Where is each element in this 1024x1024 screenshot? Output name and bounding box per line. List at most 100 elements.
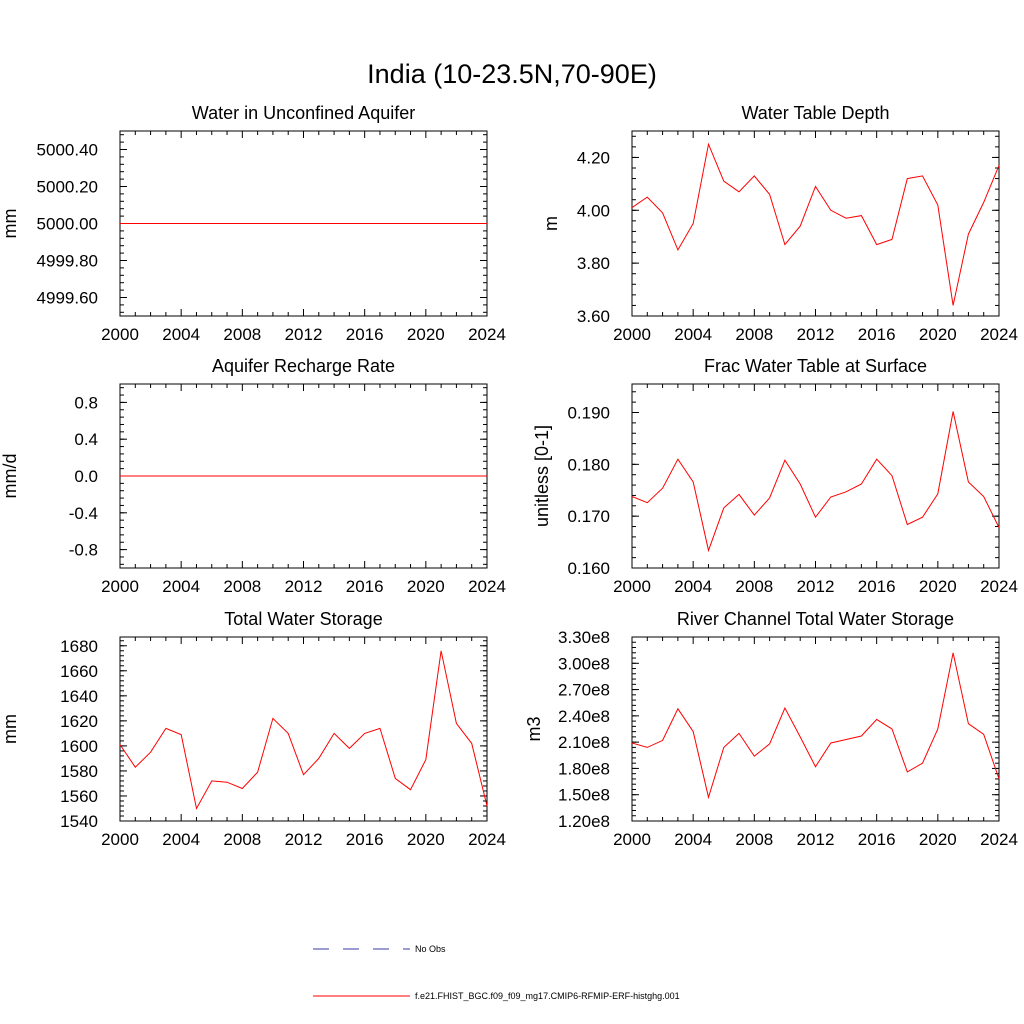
x-tick-label: 2008 bbox=[223, 325, 261, 344]
x-tick-label: 2016 bbox=[346, 830, 384, 849]
series-line-model bbox=[119, 650, 488, 810]
x-tick-label: 2008 bbox=[735, 325, 773, 344]
y-tick-label: 3.30e8 bbox=[558, 628, 610, 647]
y-tick-label: 2.70e8 bbox=[558, 681, 610, 700]
y-tick-label: 1560 bbox=[60, 787, 98, 806]
panels-group: Water in Unconfined Aquifer mm 2000 2004 200… bbox=[0, 103, 1018, 849]
panel-title: River Channel Total Water Storage bbox=[677, 609, 954, 629]
x-tick-label: 2000 bbox=[101, 577, 139, 596]
plot-frame bbox=[119, 636, 488, 822]
x-tick-label: 2024 bbox=[980, 325, 1018, 344]
y-tick-label: 0.0 bbox=[74, 467, 98, 486]
y-tick-label: 0.4 bbox=[74, 430, 98, 449]
y-tick-label: 5000.00 bbox=[37, 215, 98, 234]
x-tick-label: 2000 bbox=[613, 577, 651, 596]
y-axis-label: mm bbox=[0, 714, 20, 744]
x-tick-label: 2012 bbox=[285, 325, 323, 344]
x-tick-label: 2008 bbox=[223, 830, 261, 849]
panel-1: Water in Unconfined Aquifer mm 2000 2004 200… bbox=[0, 103, 506, 344]
panel-title: Water in Unconfined Aquifer bbox=[192, 103, 415, 123]
y-tick-label: 0.180 bbox=[567, 455, 610, 474]
x-tick-label: 2020 bbox=[919, 325, 957, 344]
y-tick-label: 3.60 bbox=[577, 307, 610, 326]
y-axis-label: mm/d bbox=[0, 454, 20, 499]
panel-5: Total Water Storage mm 2000 2004 2008 2012 201… bbox=[0, 609, 506, 849]
x-tick-label: 2012 bbox=[797, 830, 835, 849]
figure-title: India (10-23.5N,70-90E) bbox=[367, 59, 657, 89]
x-tick-label: 2024 bbox=[468, 325, 506, 344]
y-tick-label: 1.20e8 bbox=[558, 812, 610, 831]
y-axis-label: m3 bbox=[524, 716, 544, 741]
panel-4: Frac Water Table at Surface unitless [0-1… bbox=[532, 356, 1018, 596]
x-tick-label: 2000 bbox=[613, 830, 651, 849]
y-tick-label: 4.20 bbox=[577, 148, 610, 167]
y-axis-label: mm bbox=[0, 209, 20, 239]
x-tick-label: 2000 bbox=[613, 325, 651, 344]
panel-title: Water Table Depth bbox=[741, 103, 889, 123]
plot-frame bbox=[631, 130, 1000, 317]
plot-frame bbox=[631, 383, 1000, 569]
panel-title: Total Water Storage bbox=[224, 609, 382, 629]
x-tick-label: 2000 bbox=[101, 830, 139, 849]
y-tick-label: -0.4 bbox=[69, 504, 98, 523]
y-tick-label: 0.160 bbox=[567, 559, 610, 578]
x-tick-label: 2016 bbox=[858, 830, 896, 849]
legend: No Obs f.e21.FHIST_BGC.f09_f09_mg17.CMIP… bbox=[313, 944, 680, 1001]
x-tick-label: 2000 bbox=[101, 325, 139, 344]
x-tick-label: 2024 bbox=[980, 577, 1018, 596]
y-tick-label: 3.80 bbox=[577, 254, 610, 273]
x-tick-label: 2016 bbox=[858, 577, 896, 596]
x-tick-label: 2020 bbox=[407, 577, 445, 596]
panel-2: Water Table Depth m 2000 2004 2008 2012 2016 20… bbox=[541, 103, 1018, 344]
x-tick-label: 2012 bbox=[797, 577, 835, 596]
y-tick-label: -0.8 bbox=[69, 541, 98, 560]
y-tick-label: 3.00e8 bbox=[558, 654, 610, 673]
y-tick-label: 2.40e8 bbox=[558, 707, 610, 726]
x-tick-label: 2024 bbox=[980, 830, 1018, 849]
x-tick-label: 2012 bbox=[285, 830, 323, 849]
x-tick-label: 2004 bbox=[162, 830, 200, 849]
panel-6: River Channel Total Water Storage m3 2000 2… bbox=[524, 609, 1018, 849]
y-tick-label: 1600 bbox=[60, 737, 98, 756]
y-tick-label: 2.10e8 bbox=[558, 733, 610, 752]
y-axis-label: m bbox=[541, 216, 561, 231]
y-tick-label: 4.00 bbox=[577, 201, 610, 220]
x-tick-label: 2008 bbox=[223, 577, 261, 596]
y-tick-label: 1640 bbox=[60, 687, 98, 706]
y-tick-label: 1.80e8 bbox=[558, 759, 610, 778]
y-tick-label: 4999.60 bbox=[37, 289, 98, 308]
x-tick-label: 2004 bbox=[674, 577, 712, 596]
y-tick-label: 5000.20 bbox=[37, 178, 98, 197]
series-line-model bbox=[631, 142, 1000, 306]
legend-label-model: f.e21.FHIST_BGC.f09_f09_mg17.CMIP6-RFMIP… bbox=[415, 991, 680, 1001]
y-tick-label: 1540 bbox=[60, 812, 98, 831]
x-tick-label: 2004 bbox=[162, 325, 200, 344]
x-tick-label: 2016 bbox=[346, 325, 384, 344]
y-tick-label: 1580 bbox=[60, 762, 98, 781]
x-tick-label: 2012 bbox=[285, 577, 323, 596]
y-tick-label: 1620 bbox=[60, 712, 98, 731]
legend-label-no-obs: No Obs bbox=[415, 944, 446, 954]
x-tick-label: 2016 bbox=[346, 577, 384, 596]
x-tick-label: 2008 bbox=[735, 577, 773, 596]
x-tick-label: 2004 bbox=[674, 830, 712, 849]
y-tick-label: 1660 bbox=[60, 662, 98, 681]
panel-3: Aquifer Recharge Rate mm/d 2000 2004 2008 201… bbox=[0, 356, 506, 596]
x-tick-label: 2012 bbox=[797, 325, 835, 344]
x-tick-label: 2020 bbox=[919, 830, 957, 849]
y-tick-label: 1680 bbox=[60, 637, 98, 656]
y-axis-label: unitless [0-1] bbox=[532, 425, 552, 527]
x-tick-label: 2024 bbox=[468, 577, 506, 596]
x-tick-label: 2004 bbox=[674, 325, 712, 344]
y-tick-label: 5000.40 bbox=[37, 141, 98, 160]
x-tick-label: 2024 bbox=[468, 830, 506, 849]
y-tick-label: 0.190 bbox=[567, 404, 610, 423]
panel-title: Aquifer Recharge Rate bbox=[212, 356, 395, 376]
plot-frame bbox=[631, 636, 1000, 822]
series-line-model bbox=[631, 411, 1000, 553]
x-tick-label: 2004 bbox=[162, 577, 200, 596]
x-tick-label: 2020 bbox=[919, 577, 957, 596]
x-tick-label: 2016 bbox=[858, 325, 896, 344]
y-tick-label: 4999.80 bbox=[37, 252, 98, 271]
